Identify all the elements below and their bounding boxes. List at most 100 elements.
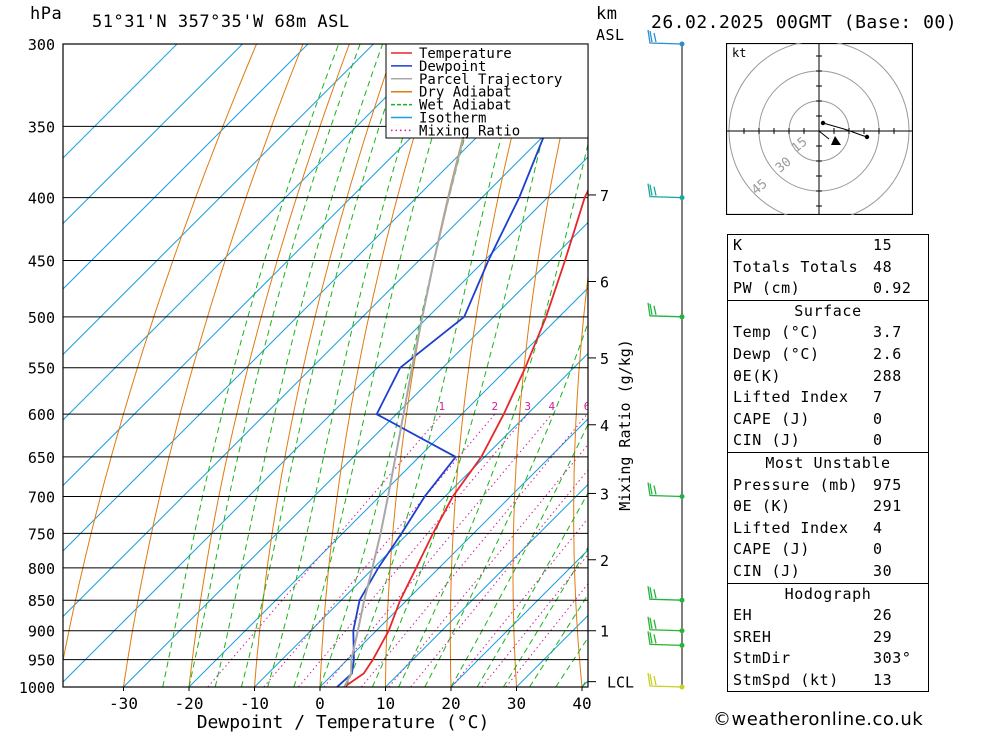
pressure-tick-label: 500	[28, 309, 55, 327]
most-unstable-row: θE (K) 291	[728, 496, 928, 518]
km-tick-label: LCL	[607, 674, 634, 692]
index-row: PW (cm) 0.92	[728, 278, 928, 300]
surface-value: 2.6	[873, 344, 902, 363]
wind-barb-dot	[679, 597, 685, 603]
most-unstable-label: CIN (J)	[733, 561, 801, 580]
pressure-tick-label: 450	[28, 253, 55, 271]
wet-adiabat-line	[398, 142, 588, 687]
mixing-ratio-line	[410, 469, 588, 687]
pressure-tick-label: 900	[28, 623, 55, 641]
wind-barb-dot	[679, 41, 685, 47]
parcel-trajectory-curve	[343, 44, 493, 687]
most-unstable-value: 4	[873, 518, 883, 537]
hpa-unit-label: hPa	[30, 4, 63, 24]
hodograph-stat-value: 303°	[873, 649, 912, 668]
mixing-ratio-line	[505, 582, 588, 687]
mixing-ratio-label: 15	[666, 400, 679, 413]
datetime-label: 26.02.2025 00GMT (Base: 00)	[651, 12, 958, 33]
pressure-tick-label: 700	[28, 489, 55, 507]
mixing-ratio-line	[388, 443, 588, 687]
indices-section: K 15 Totals Totals 48 PW (cm) 0.92	[728, 235, 928, 300]
isotherm-line	[385, 483, 588, 687]
isotherm-line	[450, 549, 588, 687]
wind-barb	[647, 586, 683, 601]
temperature-tick-label: -30	[109, 694, 138, 713]
mixing-ratio-label: 4	[548, 400, 555, 413]
wind-barb-dot	[679, 684, 685, 690]
hodograph-stat-label: StmSpd (kt)	[733, 670, 839, 689]
isotherm-line	[63, 44, 440, 421]
site-name: weatheronline.co.uk	[731, 709, 924, 730]
copyright-footer: ©weatheronline.co.uk	[713, 709, 923, 730]
legend-label: Wet Adiabat	[419, 98, 512, 114]
wind-barb	[647, 631, 683, 647]
dry-adiabat-line	[63, 44, 257, 664]
surface-label: θE(K)	[733, 366, 782, 385]
most-unstable-row: CIN (J) 30	[728, 561, 928, 583]
km-tick-label: 3	[600, 485, 609, 503]
mixing-ratio-label: 2	[492, 400, 499, 413]
plot-frame	[62, 43, 589, 688]
most-unstable-value: 0	[873, 540, 883, 559]
pressure-tick-label: 850	[28, 592, 55, 610]
surface-label: Dewp (°C)	[733, 344, 820, 363]
pressure-tick-label: 400	[28, 190, 55, 208]
surface-value: 0	[873, 409, 883, 428]
surface-row: Dewp (°C) 2.6	[728, 344, 928, 366]
pressure-tick-label: 750	[28, 525, 55, 543]
wet-adiabat-line	[450, 423, 588, 687]
isotherm-line	[123, 221, 588, 687]
surface-label: Lifted Index	[733, 388, 849, 407]
mixing-ratio-label: 1	[439, 400, 446, 413]
mixing-ratio-line	[323, 413, 553, 687]
mixing-ratio-line	[207, 413, 443, 687]
legend-label: Isotherm	[419, 111, 486, 127]
hodograph-stat-label: StmDir	[733, 649, 791, 668]
skewt-axes: 3003504004505005506006507007508008509009…	[19, 36, 634, 733]
wet-adiabat-line	[162, 44, 340, 687]
km-tick-label: 1	[600, 623, 609, 641]
isotherm-line	[63, 44, 309, 290]
dry-adiabat-line	[633, 44, 675, 687]
stats-table: K 15 Totals Totals 48 PW (cm) 0.92 Surface Te…	[727, 234, 929, 693]
km-tick-label: 5	[600, 350, 609, 368]
km-unit-label: km	[596, 4, 618, 24]
wet-adiabat-line	[214, 44, 384, 687]
pressure-tick-label: 600	[28, 406, 55, 424]
most-unstable-title: Most Unstable	[765, 453, 891, 472]
dry-adiabat-line	[319, 44, 443, 687]
mixing-ratio-line	[298, 413, 529, 687]
surface-value: 0	[873, 431, 883, 450]
mixing-ratio-axis-title: Mixing Ratio (g/kg)	[616, 339, 634, 511]
most-unstable-label: θE (K)	[733, 497, 791, 516]
mixing-ratio-label: 20	[694, 400, 707, 413]
legend-label: Temperature	[419, 46, 512, 62]
hodograph-section: Hodograph EH 26 SREH 29 StmDir 303° StmSpd (kt…	[728, 582, 928, 692]
pressure-tick-label: 350	[28, 118, 55, 136]
most-unstable-value: 30	[873, 561, 893, 580]
temperature-curve	[343, 188, 588, 687]
hodograph-stat-row: StmSpd (kt) 13	[728, 670, 928, 692]
surface-row: Temp (°C) 3.7	[728, 322, 928, 344]
most-unstable-row: Pressure (mb) 975	[728, 475, 928, 497]
temperature-tick-label: 30	[507, 694, 526, 713]
index-label: K	[733, 236, 743, 254]
hodograph-stat-row: EH 26	[728, 605, 928, 627]
hodograph-stat-value: 13	[873, 670, 893, 689]
wet-adiabat-line	[267, 44, 433, 687]
isotherm-line	[63, 90, 588, 618]
wind-barb-dot	[679, 314, 685, 320]
most-unstable-label: Pressure (mb)	[733, 475, 859, 494]
mixing-ratio-line	[451, 517, 588, 687]
index-row: K 15	[728, 235, 928, 257]
most-unstable-section: Most Unstable Pressure (mb) 975 θE (K) 291 L…	[728, 451, 928, 583]
hodograph-unit-label: kt	[732, 46, 746, 60]
hodograph-stat-row: SREH 29	[728, 627, 928, 649]
wind-barb	[647, 616, 683, 632]
wind-barb	[647, 672, 683, 688]
isotherm-line	[63, 44, 374, 356]
temperature-tick-label: 10	[376, 694, 395, 713]
hodograph-stat-label: SREH	[733, 627, 772, 646]
wind-barb-dot	[679, 195, 685, 201]
